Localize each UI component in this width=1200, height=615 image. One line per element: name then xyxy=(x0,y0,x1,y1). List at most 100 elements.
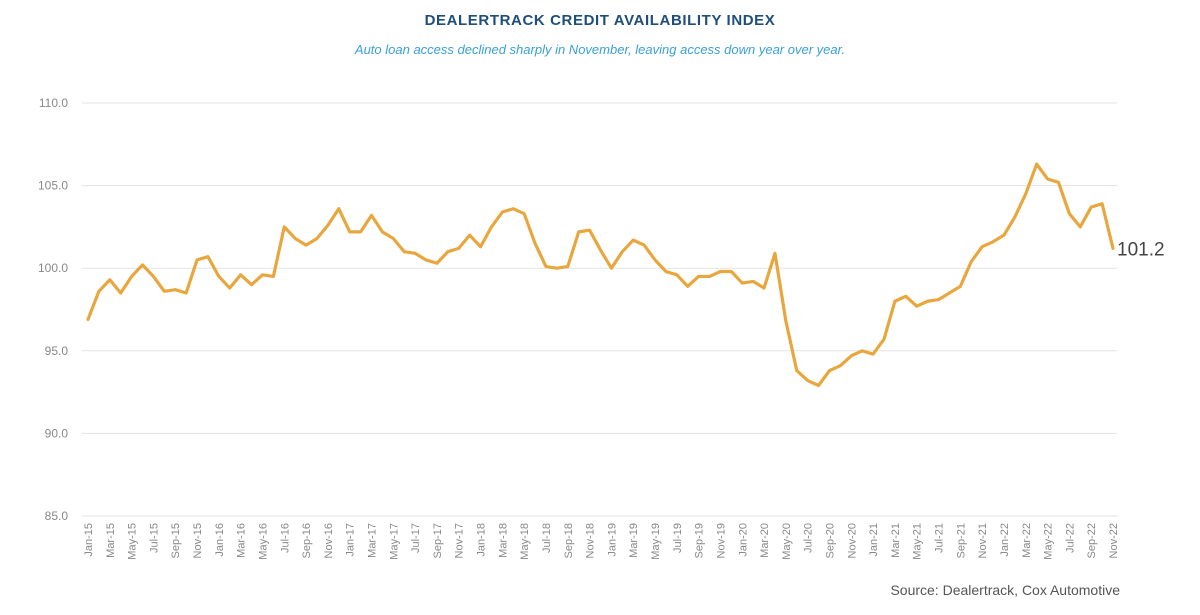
data-point xyxy=(1100,202,1104,206)
data-point xyxy=(228,286,232,290)
x-tick-label: Jan-17 xyxy=(345,523,357,557)
data-point xyxy=(479,245,483,249)
data-point xyxy=(402,250,406,254)
data-point xyxy=(184,291,188,295)
data-point xyxy=(250,283,254,287)
data-point xyxy=(391,236,395,240)
x-axis-ticks: Jan-15 Mar-15 May-15 Jul-15 Sep-15 Nov-15 Jan-… xyxy=(83,523,1120,560)
data-point xyxy=(1111,246,1115,250)
data-point xyxy=(555,266,559,270)
data-point xyxy=(435,261,439,265)
x-tick-label: May-15 xyxy=(127,523,139,560)
data-point xyxy=(271,274,275,278)
x-tick-label: Nov-18 xyxy=(585,523,597,558)
data-point xyxy=(97,289,101,293)
data-point xyxy=(1046,177,1050,181)
x-tick-label: Jul-21 xyxy=(934,523,946,553)
data-point xyxy=(457,246,461,250)
data-point xyxy=(446,250,450,254)
data-point xyxy=(173,288,177,292)
data-point xyxy=(348,230,352,234)
data-point xyxy=(588,228,592,232)
data-point xyxy=(926,299,930,303)
y-axis-ticks: 85.0 90.0 95.0 100.0 105.0 110.0 xyxy=(38,96,68,523)
x-tick-label: Nov-16 xyxy=(323,523,335,558)
data-point xyxy=(195,258,199,262)
data-point xyxy=(130,274,134,278)
data-point xyxy=(522,212,526,216)
x-tick-label: Mar-22 xyxy=(1021,523,1033,558)
data-point xyxy=(315,236,319,240)
data-point xyxy=(162,289,166,293)
data-point xyxy=(599,248,603,252)
data-point xyxy=(206,255,210,259)
data-point xyxy=(904,294,908,298)
data-point xyxy=(718,270,722,274)
data-point xyxy=(337,207,341,211)
x-tick-label: Sep-15 xyxy=(170,523,182,558)
y-tick-label: 90.0 xyxy=(45,426,69,440)
data-point xyxy=(424,258,428,262)
data-point xyxy=(708,274,712,278)
x-tick-label: May-22 xyxy=(1043,523,1055,560)
x-tick-label: Nov-22 xyxy=(1108,523,1120,558)
data-point xyxy=(282,225,286,229)
x-tick-label: May-16 xyxy=(257,523,269,560)
data-point xyxy=(544,265,548,269)
data-point xyxy=(697,274,701,278)
data-point xyxy=(1078,225,1082,229)
data-point xyxy=(1056,180,1060,184)
x-tick-label: Nov-19 xyxy=(715,523,727,558)
y-tick-label: 105.0 xyxy=(38,179,68,193)
data-point xyxy=(1035,162,1039,166)
data-point xyxy=(827,369,831,373)
x-tick-label: Jan-19 xyxy=(606,523,618,557)
data-point xyxy=(86,317,90,321)
data-point xyxy=(326,223,330,227)
x-tick-label: May-21 xyxy=(912,523,924,560)
data-point xyxy=(980,245,984,249)
x-tick-label: May-19 xyxy=(650,523,662,560)
data-point xyxy=(686,284,690,288)
data-point xyxy=(489,225,493,229)
x-tick-label: Mar-16 xyxy=(236,523,248,558)
series-group xyxy=(86,162,1115,388)
x-tick-label: Mar-18 xyxy=(497,523,509,558)
data-point xyxy=(468,233,472,237)
x-tick-label: Mar-19 xyxy=(628,523,640,558)
y-tick-label: 110.0 xyxy=(39,96,68,110)
data-point xyxy=(566,265,570,269)
data-point xyxy=(577,230,581,234)
data-point xyxy=(675,273,679,277)
chart-subtitle: Auto loan access declined sharply in Nov… xyxy=(354,42,846,57)
data-point xyxy=(609,266,613,270)
data-point xyxy=(762,286,766,290)
x-tick-label: Sep-21 xyxy=(955,523,967,558)
data-point xyxy=(119,291,123,295)
x-tick-label: Sep-17 xyxy=(432,523,444,558)
data-point xyxy=(533,241,537,245)
y-tick-label: 100.0 xyxy=(38,261,68,275)
data-point xyxy=(500,210,504,214)
data-point xyxy=(293,236,297,240)
data-point xyxy=(795,369,799,373)
data-point xyxy=(631,238,635,242)
data-point xyxy=(413,251,417,255)
x-tick-label: Nov-20 xyxy=(846,523,858,558)
series-line xyxy=(86,162,1115,388)
data-point xyxy=(882,337,886,341)
gridlines xyxy=(82,102,1117,517)
x-tick-label: Jan-15 xyxy=(83,523,95,557)
data-point xyxy=(784,319,788,323)
data-point xyxy=(729,270,733,274)
x-tick-label: May-20 xyxy=(781,523,793,560)
data-point xyxy=(260,273,264,277)
source-note: Source: Dealertrack, Cox Automotive xyxy=(890,582,1120,598)
data-point xyxy=(806,379,810,383)
x-tick-label: Jul-15 xyxy=(148,523,160,553)
data-point xyxy=(217,274,221,278)
data-point xyxy=(653,258,657,262)
data-point xyxy=(1067,212,1071,216)
x-tick-label: Mar-17 xyxy=(367,523,379,558)
x-tick-label: Sep-16 xyxy=(301,523,313,558)
